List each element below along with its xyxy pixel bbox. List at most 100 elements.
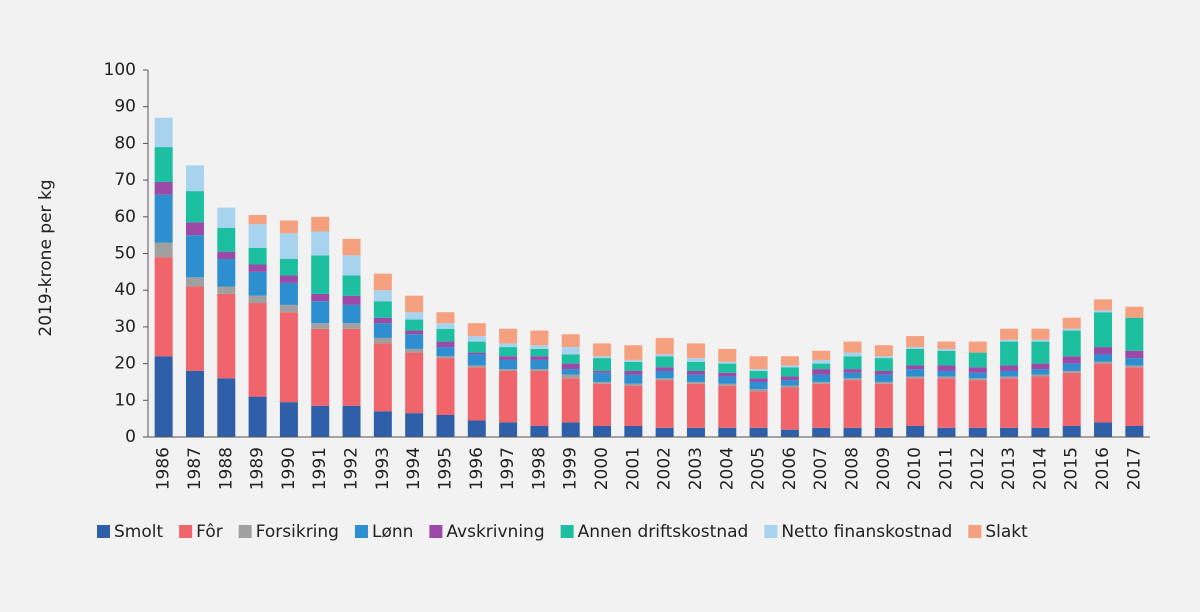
bar-segment — [718, 363, 737, 373]
bar-segment — [530, 356, 549, 360]
bar-segment — [1062, 356, 1081, 364]
x-tick-label: 2013 — [999, 447, 1019, 490]
bar-segment — [843, 352, 862, 357]
x-tick-label: 2003 — [686, 447, 706, 490]
bar-segment — [1031, 341, 1050, 364]
bar-segment — [373, 273, 392, 291]
bar-segment — [968, 378, 987, 381]
bar-segment — [311, 216, 330, 232]
legend-label: Smolt — [114, 522, 163, 542]
bar-segment — [154, 356, 173, 437]
bar-segment — [749, 370, 768, 379]
bar-segment — [1094, 312, 1113, 348]
bar-segment — [311, 301, 330, 324]
bar-segment — [937, 378, 956, 428]
bar-segment — [373, 290, 392, 302]
bar-segment — [1094, 299, 1113, 311]
bar-segment — [405, 330, 424, 335]
bar-segment — [1062, 372, 1081, 426]
x-tick-label: 2000 — [592, 447, 612, 490]
bar-segment — [499, 343, 518, 348]
x-tick-label: 2006 — [780, 447, 800, 490]
x-tick-label: 1999 — [561, 447, 581, 490]
bar-segment — [530, 359, 549, 370]
bar-segment — [217, 259, 236, 287]
bar-segment — [405, 352, 424, 414]
bar-segment — [593, 343, 612, 357]
bar-segment — [937, 341, 956, 349]
bar-segment — [342, 405, 361, 437]
bar-segment — [812, 350, 831, 360]
bar-segment — [1000, 339, 1019, 342]
bar-segment — [248, 224, 267, 248]
bar-segment — [906, 336, 925, 348]
bar-segment — [1094, 363, 1113, 423]
bar-segment — [1000, 341, 1019, 366]
bar-segment — [1031, 427, 1050, 437]
legend-swatch — [764, 525, 778, 538]
bar-segment — [1125, 358, 1144, 366]
x-tick-label: 1994 — [404, 447, 424, 490]
bar-segment — [405, 312, 424, 320]
bar-segment — [749, 381, 768, 390]
bar-segment — [718, 385, 737, 428]
bar-segment — [248, 271, 267, 296]
bar-segment — [593, 425, 612, 437]
legend-label: Forsikring — [256, 522, 339, 542]
bar-segment — [436, 341, 455, 348]
bar-segment — [593, 383, 612, 426]
bar-segment — [624, 359, 643, 362]
bar-segment — [436, 358, 455, 415]
bar-segment — [624, 425, 643, 437]
bar-segment — [248, 247, 267, 265]
bar-segment — [812, 383, 831, 428]
legend-swatch — [429, 525, 443, 538]
bar-segment — [593, 381, 612, 384]
bar-segment — [968, 341, 987, 353]
bar-segment — [467, 336, 486, 342]
bar-segment — [780, 367, 799, 377]
bar-segment — [874, 374, 893, 382]
bar-segment — [561, 347, 580, 355]
bar-segment — [718, 376, 737, 384]
bar-segment — [593, 356, 612, 359]
bar-segment — [686, 343, 705, 359]
bar-segment — [561, 374, 580, 379]
bar-segment — [405, 348, 424, 353]
x-tick-label: 1989 — [248, 447, 268, 490]
x-tick-label: 2002 — [655, 447, 675, 490]
legend-label: Slakt — [985, 522, 1028, 542]
bar-segment — [874, 383, 893, 428]
legend-label: Avskrivning — [446, 522, 544, 542]
x-tick-label: 2008 — [843, 447, 863, 490]
bar-segment — [373, 411, 392, 437]
bar-segment — [812, 363, 831, 370]
bar-segment — [686, 358, 705, 362]
bar-segment — [718, 361, 737, 364]
bar-segment — [937, 376, 956, 379]
bar-segment — [185, 235, 204, 278]
bar-segment — [780, 387, 799, 430]
bar-segment — [342, 304, 361, 324]
bar-segment — [1094, 422, 1113, 437]
bar-segment — [311, 323, 330, 329]
bar-segment — [1000, 378, 1019, 428]
bar-segment — [436, 323, 455, 329]
bar-segment — [812, 374, 831, 382]
bar-segment — [655, 378, 674, 381]
bar-segment — [1062, 330, 1081, 357]
x-tick-label: 1993 — [373, 447, 393, 490]
bar-segment — [185, 165, 204, 192]
bar-segment — [467, 367, 486, 421]
y-tick-label: 10 — [114, 390, 136, 410]
legend-label: Annen driftskostnad — [578, 522, 749, 542]
bar-segment — [906, 347, 925, 349]
bar-segment — [405, 413, 424, 437]
bar-segment — [593, 370, 612, 373]
bar-segment — [467, 352, 486, 355]
bar-segment — [530, 330, 549, 346]
bar-segment — [279, 233, 298, 260]
y-tick-label: 80 — [114, 133, 136, 153]
bar-segment — [906, 369, 925, 377]
bar-segment — [655, 380, 674, 428]
